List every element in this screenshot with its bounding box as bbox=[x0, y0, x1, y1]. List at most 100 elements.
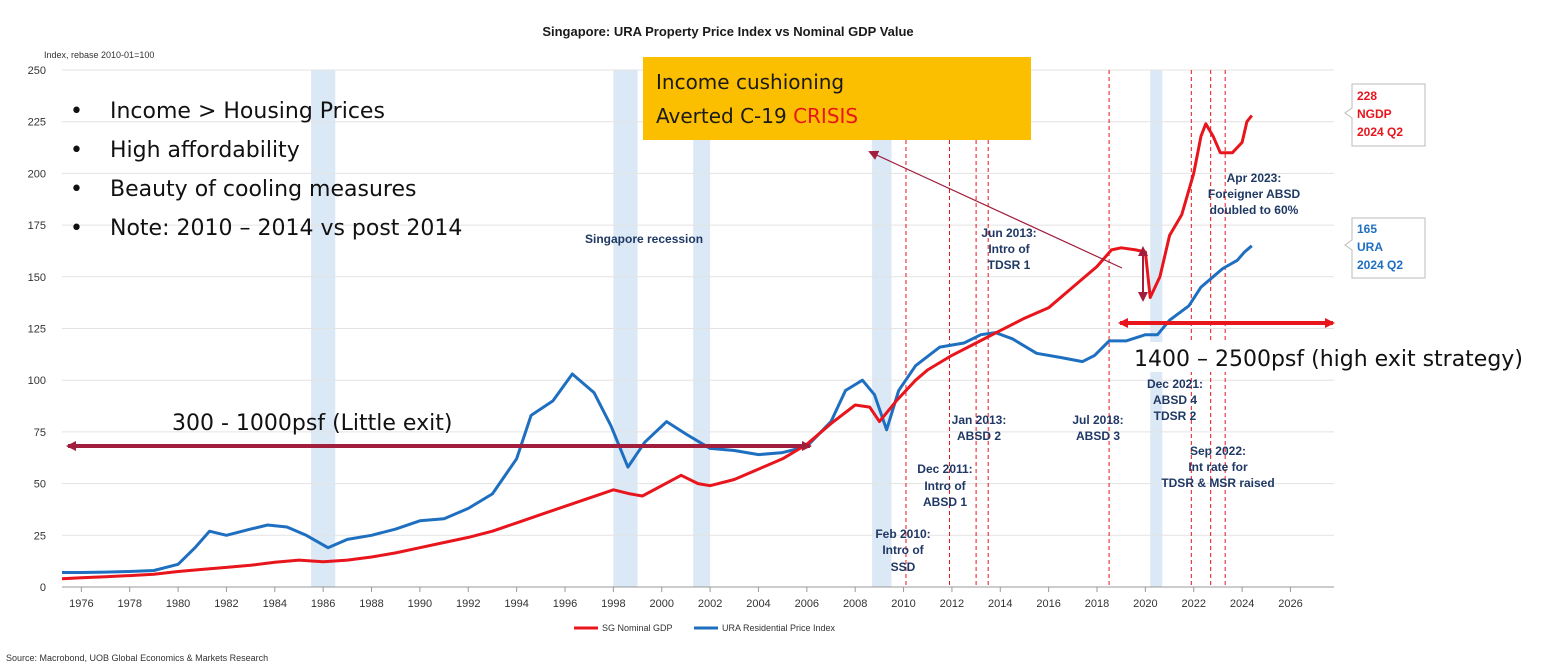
annotation-sep2022: Sep 2022: Int rate for TDSR & MSR raised bbox=[1161, 444, 1274, 490]
x-tick-label: 1982 bbox=[214, 598, 238, 610]
annotation-jun2013: Jun 2013: Intro of TDSR 1 bbox=[981, 226, 1036, 272]
bullet-item: Note: 2010 – 2014 vs post 2014 bbox=[110, 216, 462, 241]
svg-text:Dec 2021:: Dec 2021: bbox=[1147, 377, 1203, 391]
x-tick-label: 1986 bbox=[311, 598, 335, 610]
svg-text:SSD: SSD bbox=[891, 560, 916, 574]
y-axis-note: Index, rebase 2010-01=100 bbox=[44, 50, 154, 60]
legend: SG Nominal GDP URA Residential Price Ind… bbox=[574, 623, 836, 633]
series-line-ngdp bbox=[61, 114, 1253, 581]
annotation-jul2018: Jul 2018: ABSD 3 bbox=[1072, 413, 1123, 443]
x-tick-label: 2022 bbox=[1181, 598, 1205, 610]
svg-text:ABSD 1: ABSD 1 bbox=[923, 495, 967, 509]
x-tick-label: 2016 bbox=[1036, 598, 1060, 610]
callout-pointer-arrow bbox=[868, 150, 1123, 269]
svg-text:Averted C-19 CRISIS: Averted C-19 CRISIS bbox=[656, 104, 858, 128]
x-tick-label: 2000 bbox=[649, 598, 673, 610]
svg-text:2024 Q2: 2024 Q2 bbox=[1357, 125, 1403, 139]
series-line-ura bbox=[62, 244, 1253, 574]
x-tick-label: 2014 bbox=[988, 598, 1012, 610]
x-tick-label: 2008 bbox=[843, 598, 867, 610]
callout-box: Income cushioning Averted C-19 CRISIS bbox=[643, 57, 1031, 140]
svg-text:228: 228 bbox=[1357, 89, 1377, 103]
y-tick-label: 50 bbox=[34, 479, 46, 491]
svg-text:TDSR & MSR raised: TDSR & MSR raised bbox=[1161, 476, 1274, 490]
legend-label-ngdp: SG Nominal GDP bbox=[602, 623, 673, 633]
annotation-jan2013: Jan 2013: ABSD 2 bbox=[952, 413, 1007, 443]
source-note: Source: Macrobond, UOB Global Economics … bbox=[6, 653, 268, 663]
x-tick-label: 1992 bbox=[456, 598, 480, 610]
x-tick-label: 1976 bbox=[69, 598, 93, 610]
y-tick-label: 100 bbox=[28, 375, 46, 387]
x-tick-label: 2026 bbox=[1278, 598, 1302, 610]
svg-text:TDSR 2: TDSR 2 bbox=[1154, 409, 1197, 423]
x-tick-label: 2006 bbox=[795, 598, 819, 610]
legend-label-ura: URA Residential Price Index bbox=[722, 623, 836, 633]
annotation-apr2023: Apr 2023: Foreigner ABSD doubled to 60% bbox=[1208, 171, 1301, 217]
y-tick-label: 125 bbox=[28, 324, 46, 336]
y-tick-label: 25 bbox=[34, 530, 46, 542]
y-tick-label: 225 bbox=[28, 117, 46, 129]
svg-text:2024 Q2: 2024 Q2 bbox=[1357, 258, 1403, 272]
svg-text:Intro of: Intro of bbox=[882, 543, 924, 557]
y-tick-label: 75 bbox=[34, 427, 46, 439]
x-tick-label: 2024 bbox=[1230, 598, 1254, 610]
svg-text:165: 165 bbox=[1357, 222, 1377, 236]
svg-text:Jun 2013:: Jun 2013: bbox=[981, 226, 1036, 240]
svg-text:•: • bbox=[70, 216, 83, 241]
annotation-recession: Singapore recession bbox=[585, 232, 703, 246]
svg-text:Sep 2022:: Sep 2022: bbox=[1190, 444, 1246, 458]
x-tick-label: 2004 bbox=[746, 598, 770, 610]
x-tick-label: 1984 bbox=[263, 598, 287, 610]
svg-text:Jul 2018:: Jul 2018: bbox=[1072, 413, 1123, 427]
svg-text:Dec 2011:: Dec 2011: bbox=[917, 462, 972, 476]
x-tick-label: 1978 bbox=[117, 598, 141, 610]
annotation-dec2021: Dec 2021: ABSD 4 TDSR 2 bbox=[1147, 377, 1203, 423]
svg-text:NGDP: NGDP bbox=[1357, 107, 1392, 121]
svg-text:Intro of: Intro of bbox=[988, 242, 1030, 256]
svg-text:URA: URA bbox=[1357, 240, 1383, 254]
svg-text:Int rate for: Int rate for bbox=[1188, 460, 1248, 474]
y-tick-label: 0 bbox=[40, 582, 46, 594]
svg-text:ABSD 3: ABSD 3 bbox=[1076, 429, 1120, 443]
bullet-list: • Income > Housing Prices • High affordabi… bbox=[70, 99, 462, 241]
svg-text:ABSD 2: ABSD 2 bbox=[957, 429, 1001, 443]
x-tick-label: 2002 bbox=[698, 598, 722, 610]
chart-title: Singapore: URA Property Price Index vs N… bbox=[542, 24, 913, 39]
annotation-dec2011: Dec 2011: Intro of ABSD 1 bbox=[917, 462, 972, 509]
left-range-label: 300 - 1000psf (Little exit) bbox=[172, 411, 452, 436]
x-tick-label: 2010 bbox=[891, 598, 915, 610]
right-range-label: 1400 – 2500psf (high exit strategy) bbox=[1134, 347, 1523, 372]
x-tick-label: 1994 bbox=[504, 598, 528, 610]
y-tick-label: 175 bbox=[28, 220, 46, 232]
bullet-item: High affordability bbox=[110, 138, 300, 163]
svg-text:Income cushioning: Income cushioning bbox=[656, 70, 844, 94]
svg-text:doubled to 60%: doubled to 60% bbox=[1210, 203, 1299, 217]
svg-text:Intro of: Intro of bbox=[924, 479, 966, 493]
svg-text:Foreigner ABSD: Foreigner ABSD bbox=[1208, 187, 1301, 201]
x-tick-label: 1998 bbox=[601, 598, 625, 610]
y-tick-label: 150 bbox=[28, 272, 46, 284]
svg-text:Feb 2010:: Feb 2010: bbox=[875, 527, 930, 541]
end-label-ura: 165 URA 2024 Q2 bbox=[1344, 217, 1426, 279]
x-tick-label: 1996 bbox=[553, 598, 577, 610]
svg-text:ABSD 4: ABSD 4 bbox=[1153, 393, 1197, 407]
svg-text:•: • bbox=[70, 99, 83, 124]
svg-text:•: • bbox=[70, 138, 83, 163]
x-tick-label: 2018 bbox=[1085, 598, 1109, 610]
end-label-ngdp: 228 NGDP 2024 Q2 bbox=[1344, 83, 1426, 147]
x-tick-label: 1988 bbox=[359, 598, 383, 610]
x-tick-label: 2012 bbox=[940, 598, 964, 610]
y-tick-label: 250 bbox=[28, 65, 46, 77]
y-tick-label: 200 bbox=[28, 168, 46, 180]
svg-text:TDSR 1: TDSR 1 bbox=[988, 258, 1031, 272]
bullet-item: Beauty of cooling measures bbox=[110, 177, 416, 202]
annotation-feb2010: Feb 2010: Intro of SSD bbox=[875, 527, 930, 574]
x-tick-label: 1990 bbox=[408, 598, 432, 610]
svg-text:•: • bbox=[70, 177, 83, 202]
x-tick-label: 2020 bbox=[1133, 598, 1157, 610]
bullet-item: Income > Housing Prices bbox=[110, 99, 385, 124]
svg-text:Jan 2013:: Jan 2013: bbox=[952, 413, 1007, 427]
svg-text:Apr 2023:: Apr 2023: bbox=[1227, 171, 1282, 185]
x-tick-label: 1980 bbox=[166, 598, 190, 610]
